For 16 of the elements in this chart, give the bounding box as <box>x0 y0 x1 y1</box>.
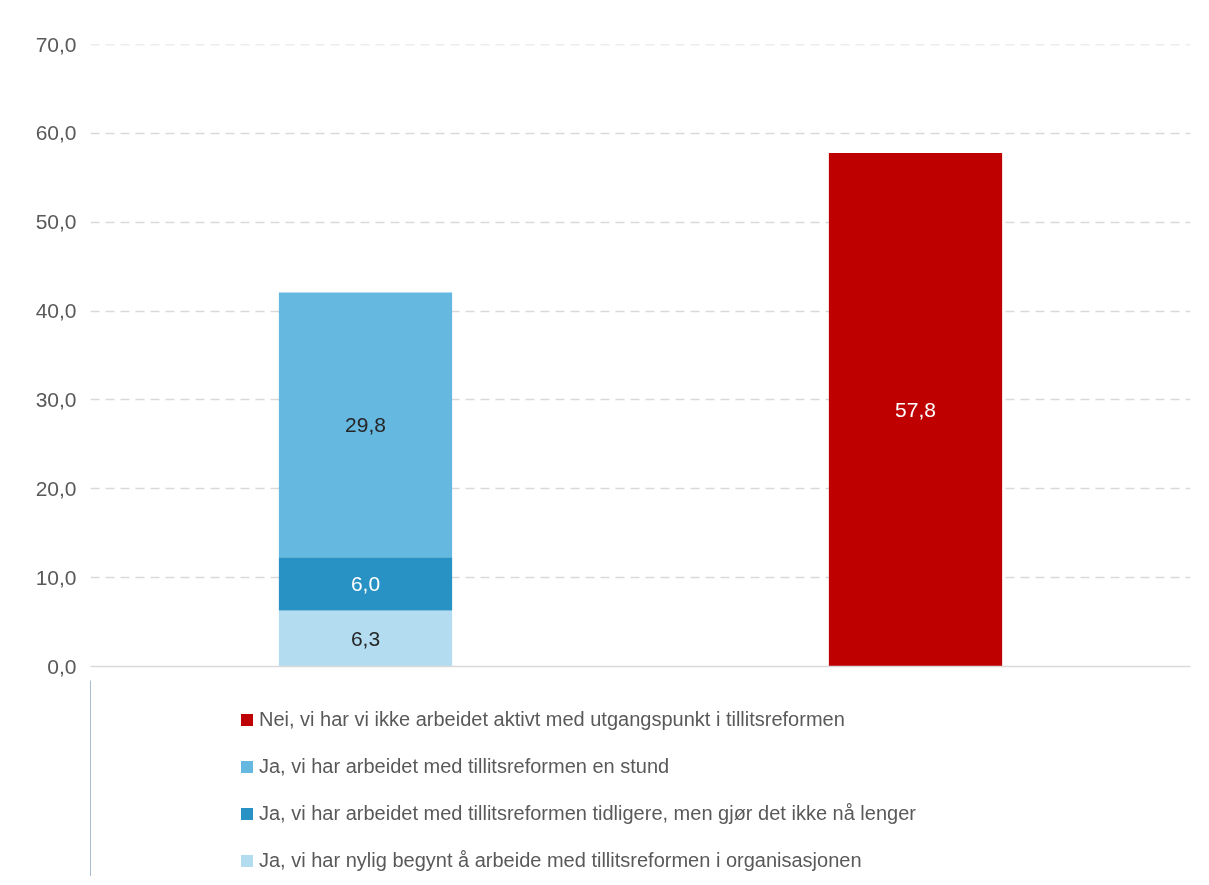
legend-label: Nei, vi har vi ikke arbeidet aktivt med utgangspunkt i tillitsreformen <box>259 708 845 731</box>
y-tick-label: 70,0 <box>35 32 77 56</box>
y-tick-label: 0,0 <box>47 654 77 678</box>
y-tick-label: 60,0 <box>35 121 77 145</box>
y-tick-label: 10,0 <box>35 565 77 589</box>
data-label: 6,3 <box>350 626 381 650</box>
y-tick-label: 50,0 <box>35 210 77 234</box>
legend-label: Ja, vi har arbeidet med tillitsreformen en stund <box>259 755 670 778</box>
y-tick-label: 20,0 <box>35 476 77 500</box>
data-label: 57,8 <box>895 397 936 421</box>
legend-label: Ja, vi har arbeidet med tillitsreformen tidligere, men gjør det ikke nå lenger <box>259 802 916 825</box>
legend-label: Ja, vi har nylig begynt å arbeide med tillitsreformen i organisasjonen <box>259 849 862 872</box>
data-label: 29,8 <box>345 412 386 436</box>
y-tick-label: 30,0 <box>35 387 77 411</box>
data-label: 6,0 <box>350 571 381 595</box>
y-tick-label: 40,0 <box>35 299 77 323</box>
